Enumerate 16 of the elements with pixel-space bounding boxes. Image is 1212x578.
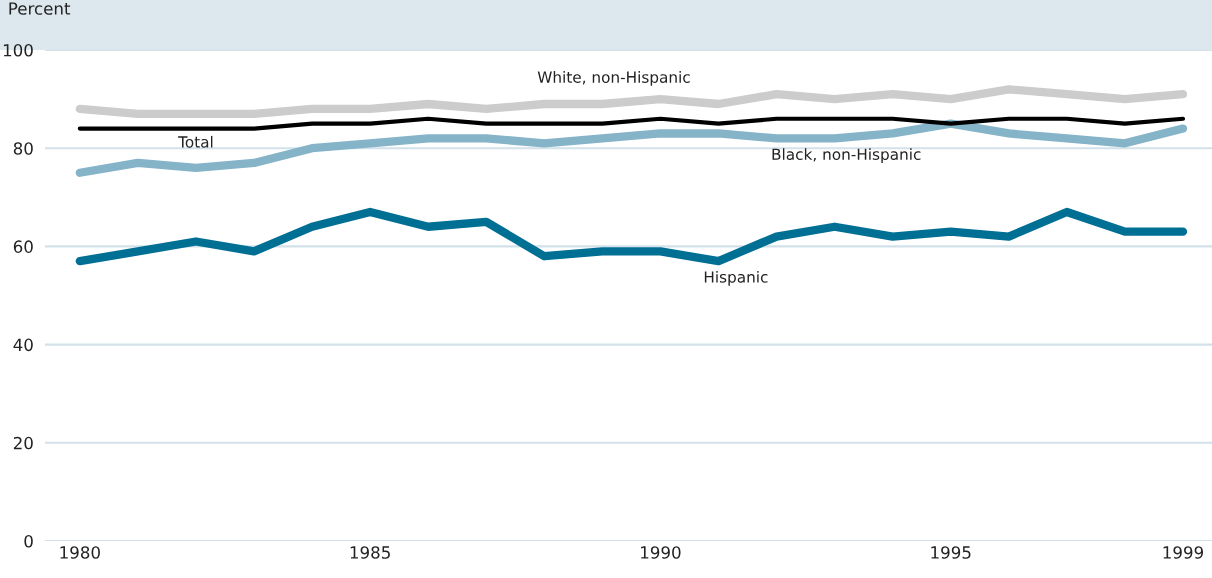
y-axis-title: Percent xyxy=(9,2,71,15)
series-label: Hispanic xyxy=(704,270,768,286)
x-tick-label: 1985 xyxy=(350,546,390,559)
series-label: Total xyxy=(178,135,213,148)
y-tick-label: 0 xyxy=(24,534,33,548)
x-tick-label: 1999 xyxy=(1163,546,1204,559)
y-tick-label: 40 xyxy=(13,338,33,352)
y-tick-label: 60 xyxy=(13,240,33,253)
x-tick-label: 1990 xyxy=(641,546,681,559)
x-tick-label: 1995 xyxy=(931,546,971,559)
series-label: White, non-Hispanic xyxy=(537,71,690,86)
y-tick-label: 80 xyxy=(13,142,33,155)
x-tick-label: 1980 xyxy=(60,546,100,559)
y-tick-label: 100 xyxy=(3,43,33,57)
series-label: Black, non-Hispanic xyxy=(772,148,921,163)
y-tick-label: 20 xyxy=(13,436,33,450)
